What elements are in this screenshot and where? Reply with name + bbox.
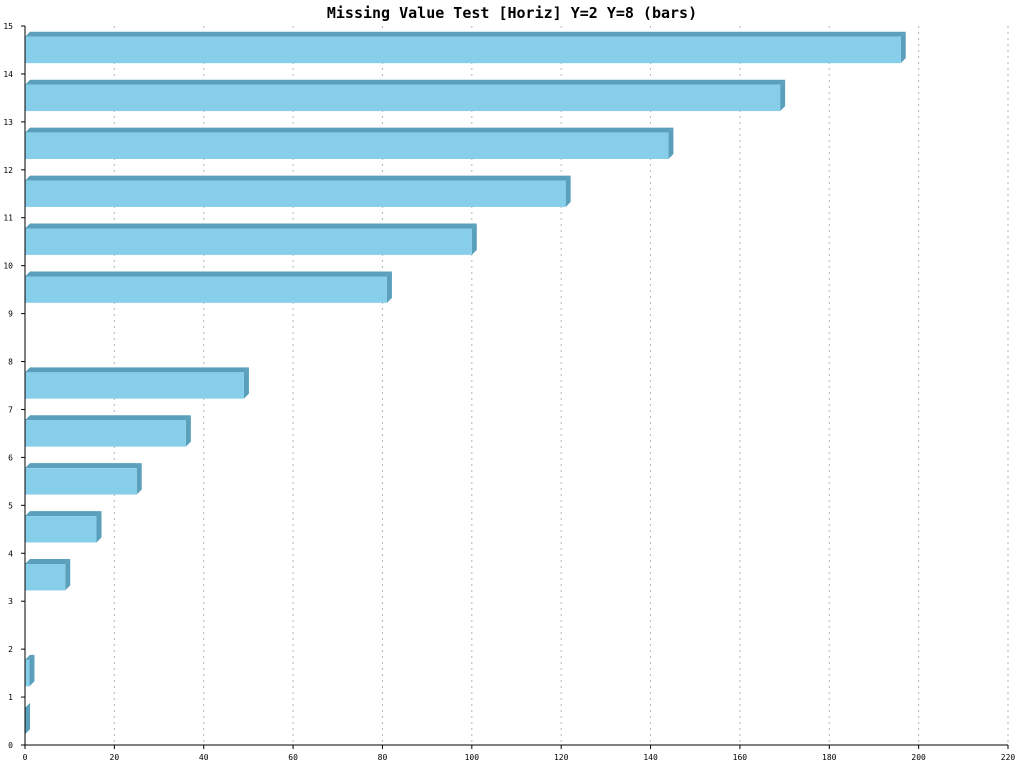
bar-side-face <box>386 271 392 303</box>
x-tick-label: 140 <box>643 753 658 762</box>
bar-front-face <box>25 564 66 591</box>
bar-top-face <box>25 367 249 373</box>
bar-top-face <box>25 79 786 85</box>
bar <box>25 463 142 495</box>
y-tick-label: 1 <box>8 693 13 702</box>
x-tick-label: 0 <box>23 753 28 762</box>
bar-side-face <box>668 127 674 160</box>
bar-top-face <box>25 31 906 37</box>
bar-front-face <box>25 180 566 207</box>
bar <box>25 559 71 591</box>
bar <box>25 511 102 543</box>
y-tick-label: 9 <box>8 310 13 319</box>
bar-top-face <box>25 511 102 517</box>
bar-front-face <box>25 659 30 687</box>
bar-top-face <box>25 559 71 565</box>
bar <box>25 654 35 687</box>
bar-front-face <box>25 276 387 303</box>
x-tick-label: 40 <box>199 753 209 762</box>
x-tick-label: 80 <box>378 753 388 762</box>
bar-side-face <box>565 175 571 207</box>
bar-front-face <box>25 516 97 543</box>
bar <box>25 79 786 112</box>
y-tick-label: 4 <box>8 549 13 558</box>
x-tick-label: 60 <box>288 753 298 762</box>
bar-side-face <box>471 223 477 255</box>
x-tick-label: 180 <box>822 753 837 762</box>
bar-side-face <box>65 559 71 591</box>
bar-side-face <box>29 654 35 687</box>
x-tick-label: 220 <box>1001 753 1016 762</box>
bar-front-face <box>25 84 781 112</box>
y-tick-label: 12 <box>3 166 13 175</box>
x-tick-label: 200 <box>911 753 926 762</box>
bar-top-face <box>25 463 142 469</box>
bar-side-face <box>25 702 30 735</box>
x-tick-label: 120 <box>554 753 569 762</box>
bar <box>25 127 674 160</box>
bar <box>25 31 906 64</box>
axes <box>21 25 1009 749</box>
y-tick-label: 2 <box>8 645 13 654</box>
bar-front-face <box>25 468 137 495</box>
bar-front-face <box>25 132 669 160</box>
bar-side-face <box>900 31 906 64</box>
bar <box>25 175 571 207</box>
bar-top-face <box>25 271 392 277</box>
bar-side-face <box>185 415 191 447</box>
bar-side-face <box>780 79 786 112</box>
bar-front-face <box>25 372 244 399</box>
x-tick-label: 160 <box>733 753 748 762</box>
x-tick-label: 100 <box>465 753 480 762</box>
y-tick-label: 7 <box>8 405 13 414</box>
y-tick-label: 5 <box>8 501 13 510</box>
chart-title: Missing Value Test [Horiz] Y=2 Y=8 (bars… <box>327 4 697 22</box>
y-tick-label: 0 <box>8 741 13 750</box>
y-tick-label: 11 <box>3 214 13 223</box>
bar-top-face <box>25 654 35 660</box>
bar-side-face <box>243 367 249 399</box>
tick-labels: 0 20 40 60 80 100 120 140 160 180 200 2200123456789… <box>3 22 1015 762</box>
y-tick-label: 6 <box>8 453 13 462</box>
bar <box>25 271 392 303</box>
bar-front-face <box>25 228 472 255</box>
bar <box>25 223 477 255</box>
bar-front-face <box>25 420 186 447</box>
bar-side-face <box>136 463 142 495</box>
x-tick-label: 20 <box>110 753 120 762</box>
y-tick-label: 3 <box>8 597 13 606</box>
y-tick-label: 14 <box>3 70 13 79</box>
bar-top-face <box>25 223 477 229</box>
bar-top-face <box>25 175 571 181</box>
bars <box>25 31 906 735</box>
bar-top-face <box>25 415 191 421</box>
bar <box>25 702 30 735</box>
y-tick-label: 15 <box>3 22 13 31</box>
bar-side-face <box>96 511 102 543</box>
y-tick-label: 8 <box>8 358 13 367</box>
y-tick-label: 10 <box>3 262 13 271</box>
bar <box>25 415 191 447</box>
bar <box>25 367 249 399</box>
bar-front-face <box>25 36 901 64</box>
bar-top-face <box>25 127 674 133</box>
y-tick-label: 13 <box>3 118 13 127</box>
